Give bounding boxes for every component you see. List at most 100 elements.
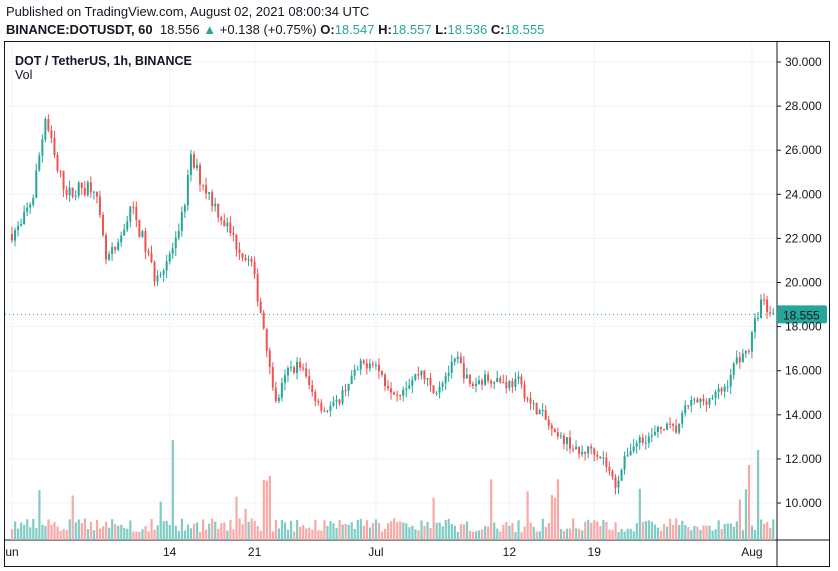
x-tick-label: 14 — [163, 545, 177, 559]
x-tick-label: 19 — [588, 545, 602, 559]
volume-bar — [89, 522, 93, 540]
volume-bar — [344, 523, 347, 540]
volume-bar — [332, 523, 335, 540]
volume-bar — [74, 522, 77, 540]
volume-bar — [565, 528, 569, 540]
candle-body — [253, 261, 256, 275]
volume-bar — [681, 520, 684, 540]
candle-body — [647, 436, 650, 443]
candle-body — [644, 442, 647, 444]
volume-bar — [35, 528, 38, 540]
candle-body — [756, 317, 759, 319]
volume-bar — [186, 524, 190, 540]
volume-bar — [678, 524, 681, 540]
candle-body — [50, 130, 53, 139]
last-price: 18.556 — [159, 22, 200, 37]
volume-bar — [171, 440, 174, 540]
volume-bar — [59, 530, 62, 540]
x-tick-label: un — [5, 545, 18, 559]
high-label: H: — [378, 22, 392, 37]
candle-body — [199, 165, 202, 185]
chart-panel[interactable] — [4, 41, 830, 567]
candle-body — [159, 274, 162, 276]
candle-body — [581, 451, 584, 455]
volume-bar — [214, 521, 217, 540]
candle-body — [180, 211, 183, 232]
candle-body — [371, 363, 374, 365]
volume-bar — [544, 526, 547, 540]
volume-bar — [296, 519, 299, 540]
candle-body — [553, 429, 556, 433]
y-tick-label: 24.000 — [785, 187, 822, 201]
candle-body — [362, 360, 365, 364]
volume-bar — [581, 530, 584, 540]
candle-body — [320, 402, 323, 411]
candle-body — [550, 425, 553, 430]
volume-bar — [623, 531, 626, 540]
volume-bar — [741, 530, 745, 540]
candle-body — [335, 399, 338, 402]
candle-body — [265, 328, 268, 351]
volume-bar — [568, 528, 572, 540]
volume-bar — [666, 526, 669, 540]
candle-body — [669, 423, 672, 425]
candle-body — [344, 390, 347, 392]
candle-body — [653, 432, 656, 436]
candle-body — [526, 398, 529, 400]
volume-bar — [329, 521, 332, 540]
candle-body — [80, 182, 83, 188]
candle-body — [89, 182, 92, 193]
candle-body — [450, 361, 453, 373]
candle-body — [471, 383, 474, 386]
volume-bar — [763, 523, 766, 540]
candle-body — [420, 370, 423, 376]
candle-body — [211, 192, 214, 207]
candle-body — [620, 469, 623, 481]
volume-bar — [514, 531, 517, 540]
candle-body — [326, 410, 329, 412]
candle-body — [268, 350, 271, 368]
candle-body — [390, 388, 393, 393]
volume-bar — [302, 525, 305, 540]
volume-bar — [490, 479, 493, 540]
candle-body — [708, 398, 711, 405]
volume-bar — [326, 525, 329, 540]
volume-bar — [465, 521, 469, 540]
candle-body — [317, 401, 320, 403]
candle-body — [444, 376, 447, 384]
candle-body — [174, 237, 177, 249]
candle-body — [83, 187, 86, 196]
volume-bar — [180, 518, 184, 540]
volume-bar — [493, 522, 496, 540]
candle-body — [183, 205, 186, 212]
volume-bar — [238, 518, 241, 540]
volume-bar — [723, 524, 726, 540]
volume-bar — [44, 526, 47, 540]
candle-body — [559, 435, 562, 437]
x-tick-label: 12 — [503, 545, 517, 559]
candle-body — [241, 253, 244, 258]
candle-body — [738, 357, 741, 363]
volume-bar — [308, 527, 311, 540]
volume-bar — [387, 523, 390, 540]
volume-bar — [192, 523, 196, 540]
volume-bar — [659, 531, 663, 540]
volume-bar — [644, 521, 647, 540]
candle-body — [484, 374, 487, 385]
candle-body — [156, 275, 159, 282]
volume-bar — [250, 518, 253, 540]
volume-bar — [417, 530, 420, 540]
candle-body — [399, 395, 402, 397]
published-line: Published on TradingView.com, August 02,… — [6, 4, 370, 19]
candle-body — [47, 119, 50, 131]
volume-bar — [189, 528, 193, 540]
volume-bar — [95, 519, 99, 540]
volume-bar — [447, 518, 450, 540]
candle-body — [293, 367, 296, 373]
volume-bar — [32, 518, 35, 540]
candle-body — [747, 351, 750, 353]
candle-body — [405, 388, 408, 390]
candle-body — [565, 437, 568, 445]
candle-body — [544, 409, 547, 420]
